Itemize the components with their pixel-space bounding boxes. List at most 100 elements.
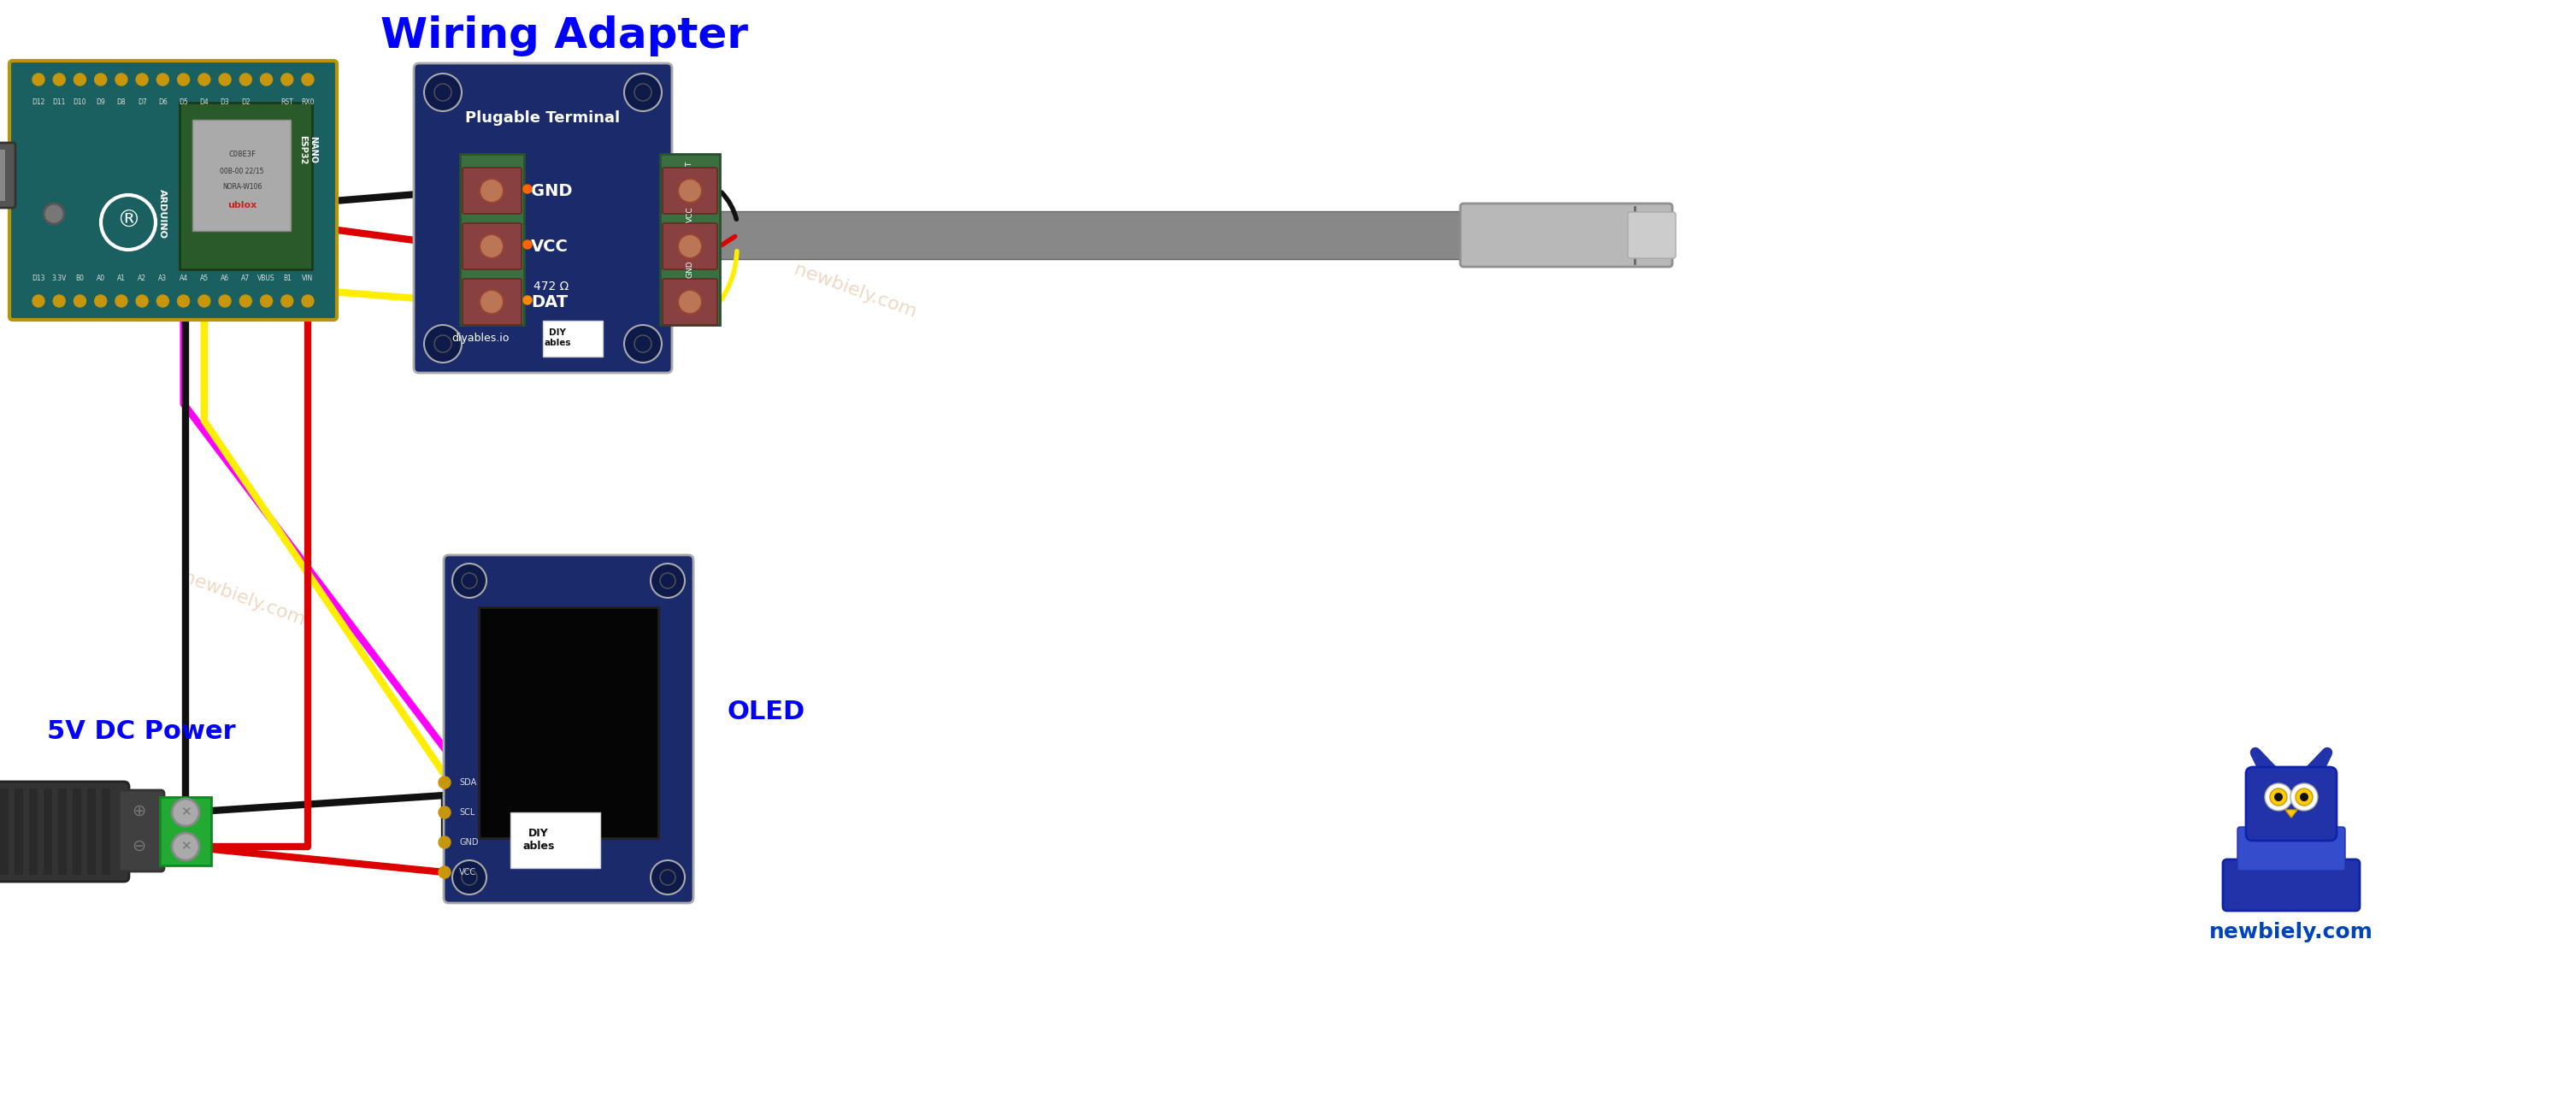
- Bar: [510, 812, 600, 868]
- Circle shape: [425, 325, 461, 363]
- Text: NORA-W106: NORA-W106: [222, 183, 263, 190]
- Circle shape: [623, 74, 662, 112]
- Circle shape: [2300, 792, 2308, 801]
- FancyBboxPatch shape: [10, 60, 337, 320]
- Circle shape: [435, 335, 451, 353]
- Circle shape: [438, 836, 451, 848]
- Circle shape: [157, 74, 170, 86]
- Text: GND: GND: [685, 260, 693, 278]
- Circle shape: [178, 74, 191, 86]
- Text: D9: D9: [95, 98, 106, 106]
- Circle shape: [438, 807, 451, 818]
- Text: Wiring Adapter: Wiring Adapter: [381, 16, 747, 57]
- Circle shape: [438, 777, 451, 789]
- Text: A2: A2: [137, 275, 147, 282]
- Text: D5: D5: [178, 98, 188, 106]
- Circle shape: [479, 290, 502, 314]
- Circle shape: [33, 74, 44, 86]
- Text: DAT: DAT: [531, 294, 567, 310]
- Text: A3: A3: [160, 275, 167, 282]
- Circle shape: [659, 573, 675, 588]
- Circle shape: [523, 296, 531, 305]
- Text: DIY
ables: DIY ables: [523, 828, 554, 852]
- Text: DIY
ables: DIY ables: [544, 328, 572, 347]
- Text: D7: D7: [137, 98, 147, 106]
- Text: A4: A4: [180, 275, 188, 282]
- Bar: [59, 789, 67, 875]
- FancyBboxPatch shape: [464, 279, 520, 325]
- Polygon shape: [2285, 810, 2298, 818]
- Circle shape: [634, 335, 652, 353]
- Text: B0: B0: [75, 275, 85, 282]
- Circle shape: [281, 74, 294, 86]
- Text: D3: D3: [222, 98, 229, 106]
- Text: C08E3F: C08E3F: [229, 150, 255, 157]
- Text: A0: A0: [95, 275, 106, 282]
- Text: D12: D12: [31, 98, 44, 106]
- Bar: [461, 154, 523, 325]
- Text: T: T: [685, 162, 693, 166]
- Text: D8: D8: [116, 98, 126, 106]
- Text: D2: D2: [242, 98, 250, 106]
- Text: ®: ®: [116, 209, 139, 232]
- Bar: [0, 789, 8, 875]
- Text: SCL: SCL: [459, 808, 474, 817]
- FancyBboxPatch shape: [415, 64, 672, 373]
- Text: ublox: ublox: [227, 201, 258, 210]
- Circle shape: [137, 74, 147, 86]
- Circle shape: [2264, 783, 2293, 810]
- Circle shape: [479, 234, 502, 258]
- Circle shape: [523, 185, 531, 193]
- Circle shape: [137, 295, 147, 307]
- Text: ARDUINO: ARDUINO: [157, 189, 167, 239]
- Circle shape: [677, 179, 701, 203]
- Circle shape: [623, 325, 662, 363]
- Text: D6: D6: [157, 98, 167, 106]
- Text: RX0: RX0: [301, 98, 314, 106]
- Text: ✕: ✕: [180, 840, 191, 853]
- Text: Plugable Terminal: Plugable Terminal: [466, 110, 621, 126]
- Bar: [100, 789, 111, 875]
- Text: A1: A1: [116, 275, 126, 282]
- FancyBboxPatch shape: [2223, 859, 2360, 911]
- FancyBboxPatch shape: [1628, 212, 1677, 258]
- Bar: [659, 154, 719, 325]
- Circle shape: [219, 295, 232, 307]
- Circle shape: [479, 179, 502, 203]
- Text: A7: A7: [242, 275, 250, 282]
- FancyBboxPatch shape: [2239, 827, 2344, 870]
- Text: A5: A5: [201, 275, 209, 282]
- Text: 00B-00 22/15: 00B-00 22/15: [219, 167, 263, 175]
- FancyBboxPatch shape: [662, 279, 716, 325]
- Circle shape: [652, 564, 685, 598]
- Circle shape: [461, 869, 477, 885]
- Circle shape: [523, 240, 531, 249]
- Text: GND: GND: [531, 183, 572, 199]
- FancyBboxPatch shape: [2246, 767, 2336, 840]
- Circle shape: [677, 234, 701, 258]
- Circle shape: [2275, 792, 2282, 801]
- Bar: [719, 211, 1463, 259]
- Bar: [193, 119, 291, 231]
- Text: diyables.io: diyables.io: [451, 333, 510, 344]
- FancyBboxPatch shape: [662, 223, 716, 269]
- Circle shape: [33, 295, 44, 307]
- Bar: [15, 789, 23, 875]
- Circle shape: [178, 295, 191, 307]
- Circle shape: [75, 74, 85, 86]
- Text: D10: D10: [72, 98, 88, 106]
- Bar: [44, 789, 52, 875]
- Text: newbiely.com: newbiely.com: [180, 568, 307, 628]
- Circle shape: [54, 295, 64, 307]
- Text: VCC: VCC: [531, 238, 569, 254]
- FancyBboxPatch shape: [1461, 203, 1672, 267]
- Circle shape: [116, 74, 126, 86]
- Text: VCC: VCC: [459, 868, 477, 876]
- Text: B1: B1: [283, 275, 291, 282]
- Circle shape: [260, 74, 273, 86]
- Bar: [88, 789, 95, 875]
- Text: VCC: VCC: [685, 206, 693, 222]
- Circle shape: [219, 74, 232, 86]
- Text: D4: D4: [198, 98, 209, 106]
- Text: OLED: OLED: [726, 699, 804, 724]
